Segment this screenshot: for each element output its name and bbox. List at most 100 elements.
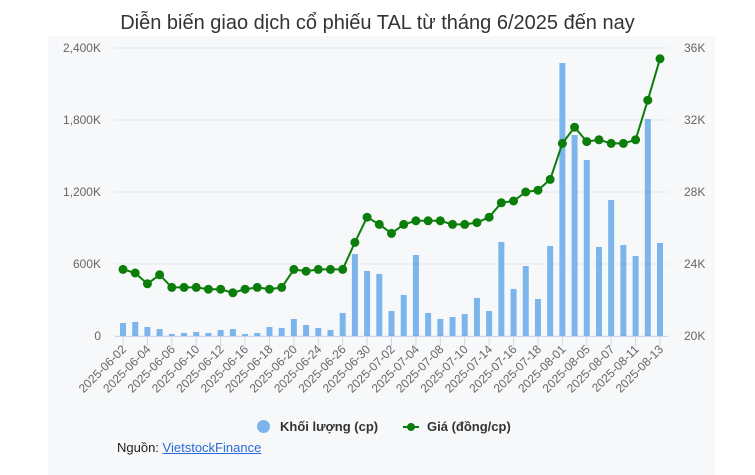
volume-bar xyxy=(315,327,322,336)
legend-price-label: Giá (đồng/cp) xyxy=(427,419,511,434)
price-line xyxy=(118,54,665,298)
volume-bar xyxy=(205,333,212,336)
volume-bar xyxy=(120,323,126,336)
price-marker xyxy=(155,270,165,280)
y-right-tick-label: 28K xyxy=(684,185,705,199)
volume-bar xyxy=(510,288,517,336)
price-marker xyxy=(216,284,226,294)
price-marker xyxy=(618,138,628,148)
volume-bar xyxy=(303,324,310,336)
volume-bar xyxy=(425,312,432,336)
y-axis-right: 20K 24K 28K 32K 36K xyxy=(684,41,705,343)
price-marker xyxy=(387,228,396,238)
price-polyline xyxy=(122,58,661,294)
price-marker xyxy=(423,216,433,226)
volume-bars xyxy=(120,63,663,336)
volume-bar xyxy=(486,311,493,336)
legend-item-price[interactable]: Giá (đồng/cp) xyxy=(403,419,511,434)
y-right-tick-label: 24K xyxy=(684,257,705,271)
volume-bar xyxy=(583,159,590,336)
price-marker xyxy=(203,284,213,294)
price-marker xyxy=(448,219,458,229)
price-marker xyxy=(118,264,128,274)
price-marker xyxy=(582,137,592,147)
price-marker xyxy=(472,218,482,228)
price-marker xyxy=(643,95,653,105)
price-marker xyxy=(130,268,140,278)
volume-bar xyxy=(644,119,651,336)
volume-bar xyxy=(657,243,663,336)
volume-bar xyxy=(608,200,615,336)
price-marker xyxy=(264,284,274,294)
price-marker xyxy=(277,282,287,292)
volume-bar xyxy=(449,317,456,336)
volume-bar xyxy=(339,312,346,336)
price-marker xyxy=(338,264,348,274)
price-marker xyxy=(289,264,299,274)
volume-bar xyxy=(144,327,151,336)
source-note: Nguồn: VietstockFinance xyxy=(117,440,261,455)
volume-bar xyxy=(461,314,468,336)
volume-bar xyxy=(327,330,334,336)
price-marker xyxy=(313,264,323,274)
plot-background xyxy=(48,36,715,475)
price-marker xyxy=(142,279,152,289)
chart-title: Diễn biến giao dịch cổ phiếu TAL từ thán… xyxy=(120,12,635,34)
price-marker xyxy=(521,187,531,197)
volume-bar xyxy=(351,254,358,336)
price-marker xyxy=(301,266,311,276)
volume-bar xyxy=(559,63,566,336)
volume-bar xyxy=(498,242,505,336)
price-marker xyxy=(460,219,470,229)
volume-bar xyxy=(266,327,273,336)
price-marker xyxy=(362,212,372,222)
y-axis-left: 0 600K 1,200K 1,800K 2,400K xyxy=(63,41,101,343)
legend-volume-label: Khối lượng (cp) xyxy=(280,419,379,434)
y-right-tick-label: 32K xyxy=(684,113,705,127)
price-marker xyxy=(545,174,555,184)
volume-bar xyxy=(534,299,541,336)
price-marker xyxy=(228,288,238,298)
price-marker xyxy=(399,219,409,229)
volume-bar xyxy=(364,270,371,336)
y-right-tick-label: 36K xyxy=(684,41,705,55)
volume-bar xyxy=(217,330,224,336)
price-marker xyxy=(631,135,641,145)
legend: Khối lượng (cp) Giá (đồng/cp) xyxy=(0,419,755,439)
y-right-tick-label: 20K xyxy=(684,329,705,343)
x-axis: 2025-06-022025-06-042025-06-062025-06-10… xyxy=(76,336,668,396)
price-marker xyxy=(655,54,665,64)
volume-bar xyxy=(290,318,297,336)
legend-item-volume[interactable]: Khối lượng (cp) xyxy=(257,419,378,434)
price-marker xyxy=(509,196,519,206)
volume-bar xyxy=(193,332,200,336)
price-marker xyxy=(557,138,567,148)
volume-bar xyxy=(229,329,236,336)
volume-bar xyxy=(156,329,163,336)
y-left-tick-label: 0 xyxy=(94,329,101,343)
volume-bar xyxy=(388,311,395,336)
y-left-tick-label: 600K xyxy=(73,257,101,271)
price-marker xyxy=(179,282,189,292)
volume-bar xyxy=(620,245,627,336)
volume-bar xyxy=(473,297,480,336)
volume-bar xyxy=(132,321,139,336)
price-marker xyxy=(606,138,616,148)
source-link[interactable]: VietstockFinance xyxy=(162,440,262,455)
price-marker xyxy=(594,135,604,145)
price-marker xyxy=(252,282,262,292)
price-marker xyxy=(435,216,445,226)
price-marker xyxy=(325,264,335,274)
volume-bar xyxy=(181,333,188,336)
volume-bar xyxy=(400,294,407,336)
volume-bar xyxy=(412,255,419,336)
y-left-tick-label: 1,800K xyxy=(63,113,101,127)
volume-bar xyxy=(632,255,639,336)
price-marker xyxy=(350,237,360,247)
y-left-tick-label: 1,200K xyxy=(63,185,101,199)
volume-bar xyxy=(242,333,249,336)
price-marker xyxy=(191,282,201,292)
price-marker xyxy=(496,198,506,208)
volume-bar xyxy=(571,135,578,336)
